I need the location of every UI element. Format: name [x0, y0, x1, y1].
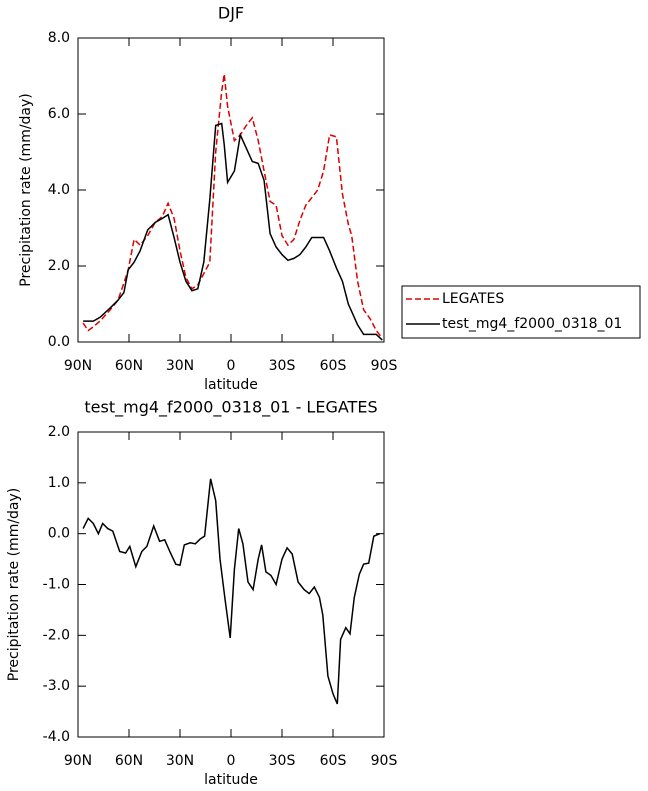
x-tick-label: 30N [166, 753, 194, 769]
y-axis-label: Precipitation rate (mm/day) [18, 93, 34, 287]
legend-box [401, 285, 641, 339]
legend-label: test_mg4_f2000_0318_01 [442, 316, 622, 332]
y-tick-label: -4.0 [43, 729, 70, 745]
x-tick-label: 0 [227, 753, 236, 769]
y-tick-label: -2.0 [43, 627, 70, 643]
legend-label: LEGATES [442, 291, 504, 307]
y-tick-label: 0.0 [48, 526, 70, 542]
x-tick-label: 60N [115, 358, 143, 374]
x-tick-label: 90S [371, 753, 398, 769]
y-tick-label: 1.0 [48, 475, 70, 491]
chart-title: test_mg4_f2000_0318_01 - LEGATES [84, 398, 377, 418]
y-tick-label: 4.0 [48, 182, 70, 198]
chart-title: DJF [218, 4, 244, 23]
data-line [83, 122, 383, 341]
y-axis-label: Precipitation rate (mm/day) [6, 488, 22, 682]
y-tick-label: 8.0 [48, 30, 70, 46]
x-tick-label: 60S [320, 753, 347, 769]
x-tick-label: 0 [227, 358, 236, 374]
x-tick-label: 90N [64, 753, 92, 769]
x-axis-label: latitude [204, 377, 258, 393]
x-axis-label: latitude [204, 772, 258, 788]
y-tick-label: 2.0 [48, 258, 70, 274]
x-tick-label: 90N [64, 358, 92, 374]
y-tick-label: 0.0 [48, 334, 70, 350]
y-tick-label: 2.0 [48, 424, 70, 440]
x-tick-label: 60N [115, 753, 143, 769]
x-tick-label: 90S [371, 358, 398, 374]
y-tick-label: -3.0 [43, 678, 70, 694]
data-line [82, 73, 383, 339]
x-tick-label: 30S [269, 753, 296, 769]
x-tick-label: 30S [269, 358, 296, 374]
y-tick-label: 6.0 [48, 106, 70, 122]
y-tick-label: -1.0 [43, 577, 70, 593]
data-line [82, 478, 381, 705]
x-tick-label: 60S [320, 358, 347, 374]
x-tick-label: 30N [166, 358, 194, 374]
plot-frame [77, 37, 385, 343]
